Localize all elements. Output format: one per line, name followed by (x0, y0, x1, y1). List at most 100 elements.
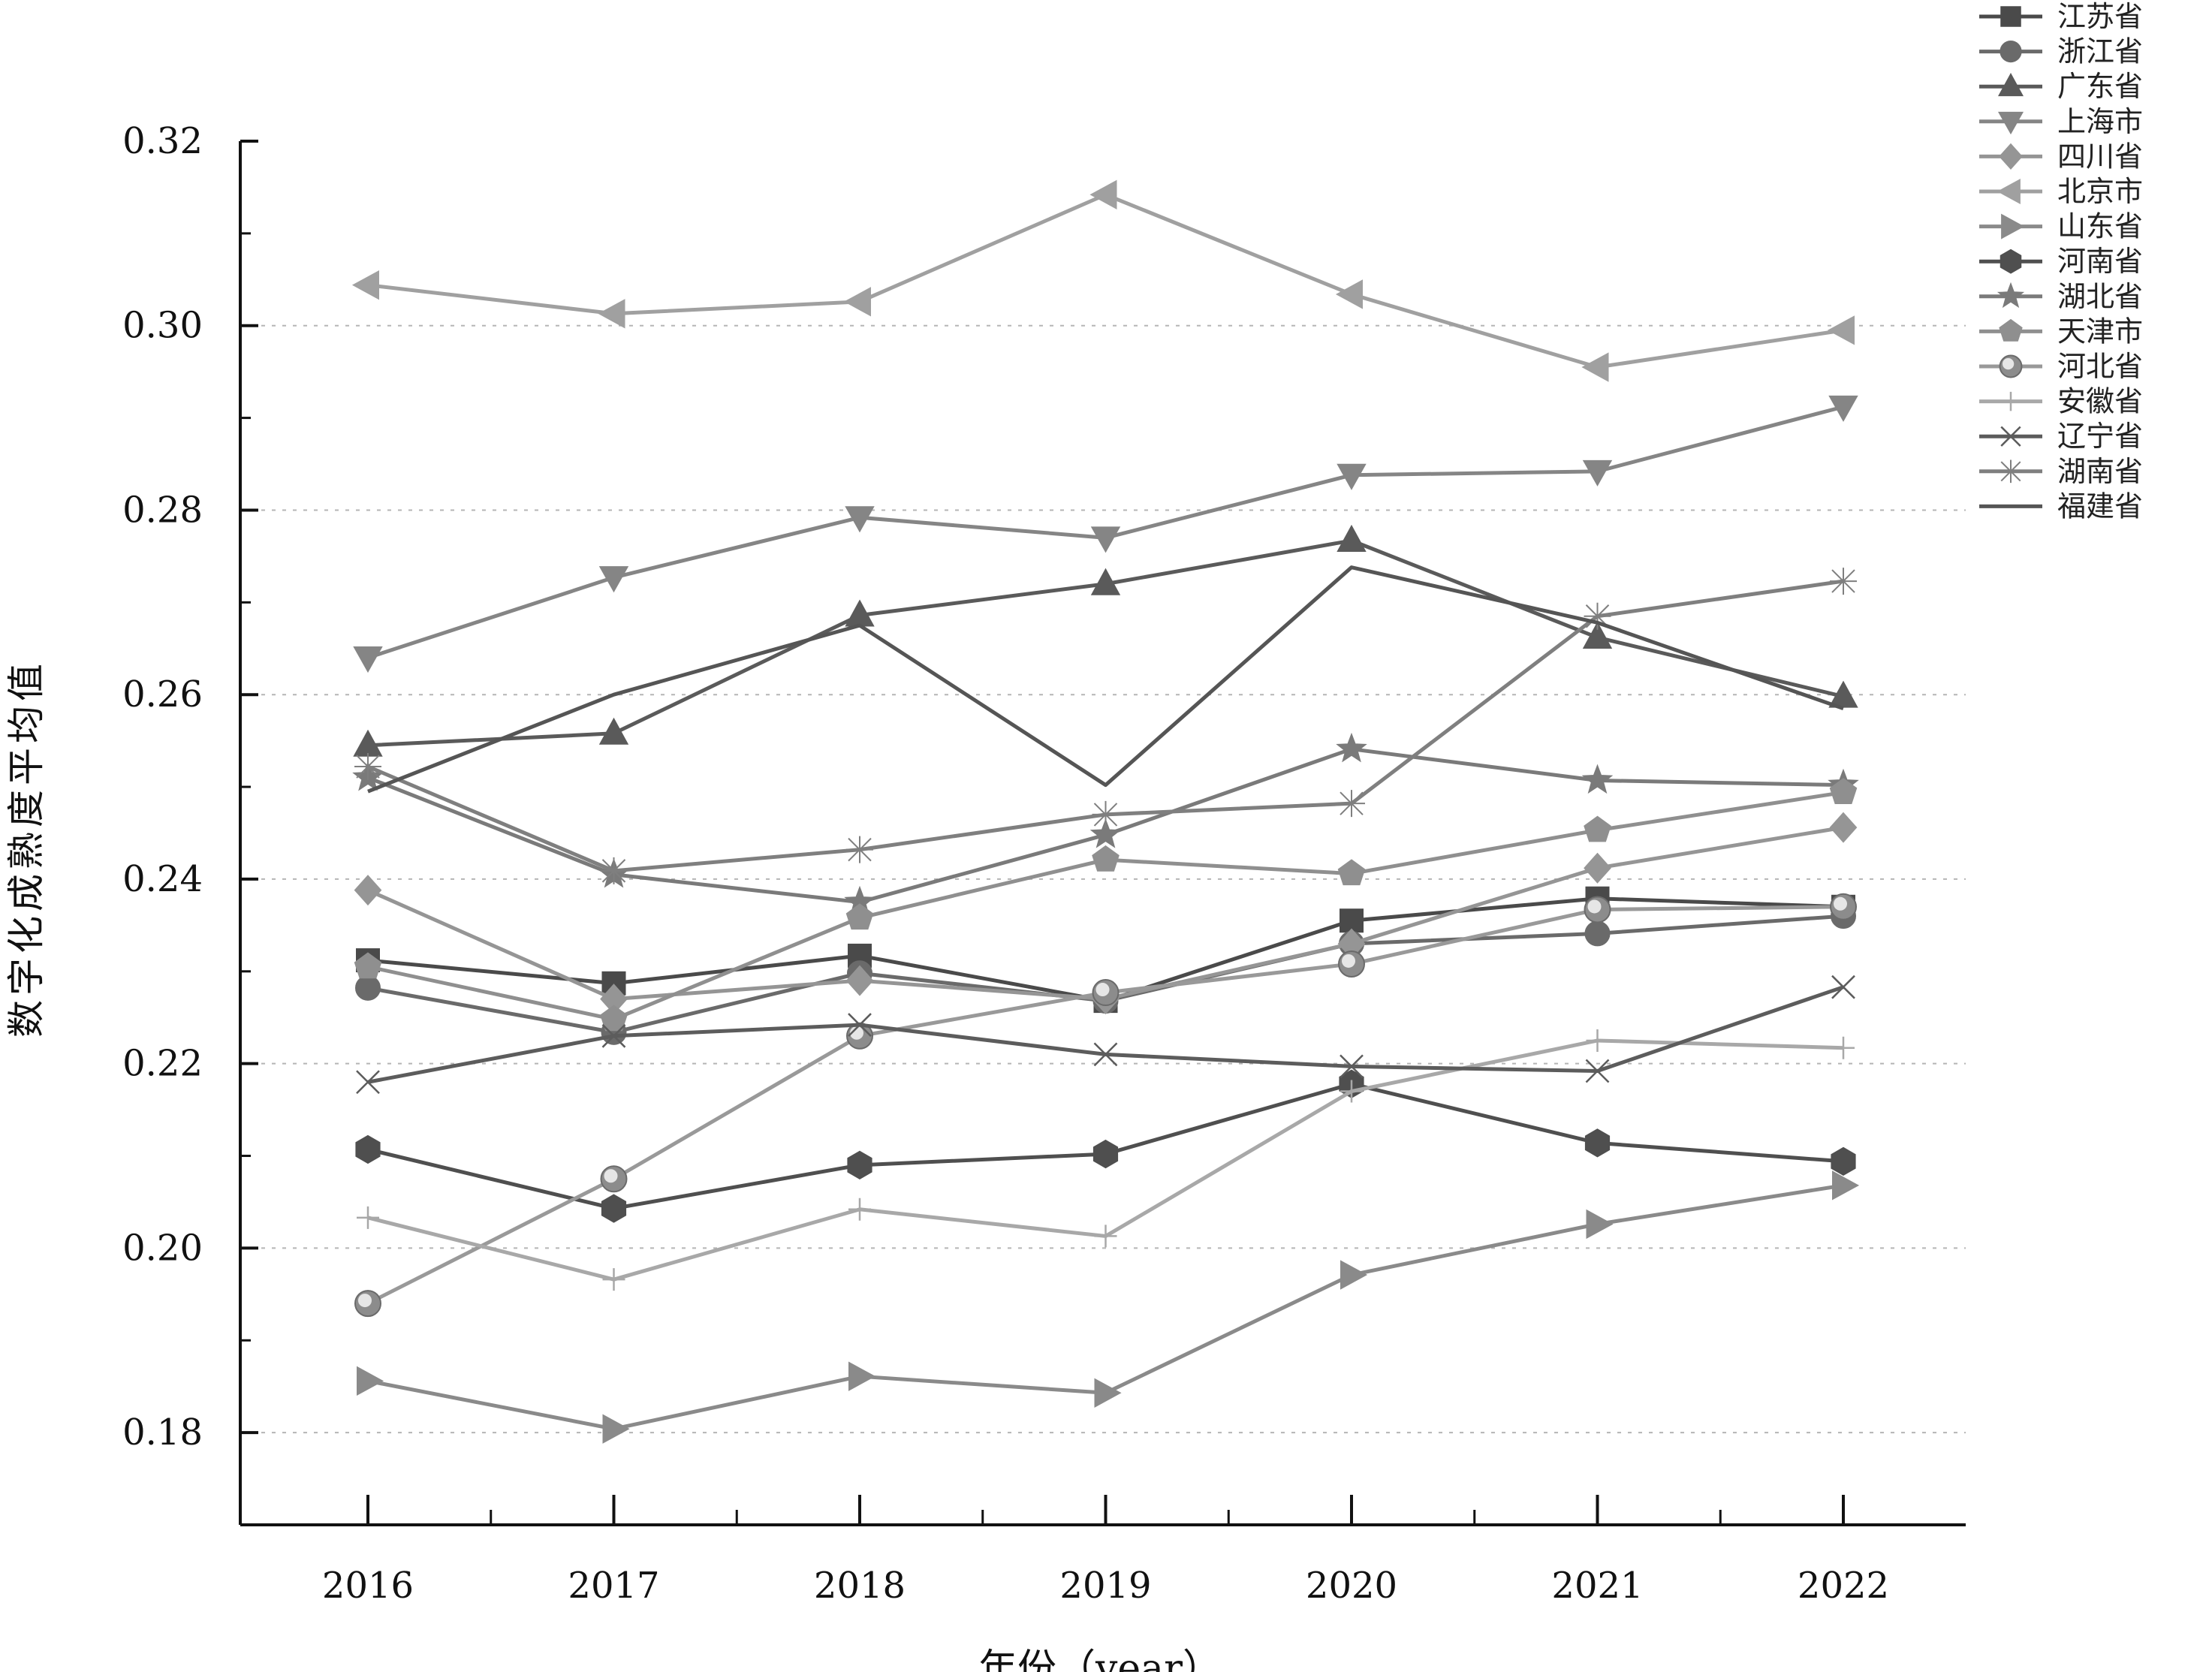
series-14 (354, 568, 1857, 884)
y-tick-label: 0.32 (122, 120, 203, 162)
legend-label: 湖北省 (2057, 280, 2143, 313)
grid-lines (240, 324, 1966, 1434)
data-point (1340, 1080, 1363, 1103)
series-line (367, 192, 1844, 369)
legend-item: 江苏省 (1979, 0, 2143, 33)
legend-marker (1997, 179, 2021, 204)
data-point-highlight (604, 1169, 618, 1183)
data-point (1337, 524, 1367, 553)
legend-item: 广东省 (1979, 70, 2143, 103)
legend-item: 北京市 (1979, 175, 2143, 208)
legend-item: 四川省 (1979, 140, 2143, 173)
data-point (1094, 1378, 1122, 1408)
legend-item: 福建省 (1979, 490, 2143, 523)
data-point (1335, 279, 1363, 309)
data-point (1582, 459, 1613, 487)
series-13 (356, 975, 1855, 1095)
data-point (351, 270, 379, 300)
data-point-highlight (1095, 983, 1110, 997)
legend-item: 辽宁省 (1979, 420, 2143, 453)
data-point (1828, 395, 1858, 422)
data-point (848, 1198, 871, 1221)
data-point (1089, 179, 1117, 209)
legend-marker (1999, 143, 2023, 170)
legend-label: 天津市 (2057, 315, 2143, 348)
data-point (602, 1268, 625, 1291)
legend-label: 湖南省 (2057, 455, 2143, 488)
legend-item: 浙江省 (1979, 35, 2143, 68)
y-tick-label: 0.22 (122, 1043, 203, 1085)
data-point (1094, 1225, 1117, 1248)
x-tick-label: 2020 (1306, 1565, 1397, 1607)
y-tick-label: 0.24 (122, 858, 203, 900)
y-tick-label: 0.20 (122, 1227, 203, 1269)
data-point (353, 646, 383, 673)
legend-marker (1999, 459, 2023, 484)
data-point (357, 1206, 379, 1229)
legend-marker (2001, 391, 2021, 411)
legend-label: 四川省 (2057, 140, 2143, 173)
data-point (600, 857, 628, 884)
data-point (1831, 1146, 1856, 1176)
data-point (354, 875, 382, 906)
data-point (848, 1361, 876, 1391)
legend-marker (1997, 282, 2025, 309)
data-point (1581, 764, 1614, 794)
legend-label: 山东省 (2057, 210, 2143, 243)
series-4 (353, 395, 1858, 673)
legend-marker (2000, 6, 2021, 27)
data-point (1582, 621, 1613, 649)
data-point (1586, 1209, 1614, 1240)
data-point (1089, 818, 1122, 848)
y-tick-label: 0.26 (122, 673, 203, 715)
legend-label: 广东省 (2057, 70, 2143, 103)
data-point (1581, 352, 1609, 382)
y-tick-label: 0.30 (122, 305, 203, 347)
data-point (1827, 315, 1855, 345)
data-point (845, 965, 874, 996)
legend-label: 上海市 (2057, 105, 2143, 138)
data-point (1093, 1042, 1118, 1067)
data-point (847, 1150, 872, 1179)
y-axis-title: 数字化成熟度平均值 (5, 659, 48, 1038)
x-tick-label: 2022 (1798, 1565, 1889, 1607)
data-point (355, 975, 381, 1001)
legend-label: 河南省 (2057, 245, 2143, 278)
data-point (357, 1366, 384, 1396)
series-11 (354, 893, 1857, 1318)
data-point (1092, 1139, 1119, 1169)
x-tick-label: 2016 (322, 1565, 414, 1607)
legend-item: 河北省 (1979, 350, 2143, 383)
data-point (1336, 732, 1367, 763)
series-15 (367, 565, 1844, 794)
legend-item: 山东省 (1979, 210, 2143, 243)
data-point (846, 836, 873, 863)
series-6 (351, 179, 1855, 382)
data-point (845, 903, 874, 930)
data-point (601, 1023, 626, 1048)
legend-item: 湖南省 (1979, 455, 2143, 488)
data-point-highlight (1342, 953, 1355, 968)
x-tick-label: 2017 (568, 1565, 659, 1607)
data-point-highlight (1834, 896, 1847, 911)
data-point (1092, 845, 1120, 872)
x-tick-label: 2018 (814, 1565, 906, 1607)
y-tick-label: 0.18 (122, 1411, 203, 1454)
legend-item: 湖北省 (1979, 280, 2143, 313)
series-12 (357, 1029, 1855, 1291)
data-point (356, 1070, 380, 1095)
data-point (1584, 1128, 1611, 1158)
legend-label: 江苏省 (2057, 0, 2143, 33)
legend-marker (1998, 72, 2024, 97)
legend-item: 上海市 (1979, 105, 2143, 138)
data-point (355, 1134, 381, 1164)
series-line (367, 565, 1844, 794)
data-point-highlight (1587, 899, 1602, 914)
data-point (602, 1414, 630, 1444)
x-ticks: 2016 2017 2018 2019 2020 2021 2022 (322, 1495, 1889, 1607)
series-10 (354, 778, 1858, 1032)
series-2 (355, 903, 1856, 1045)
data-point (1338, 790, 1365, 818)
data-point (848, 1013, 872, 1037)
